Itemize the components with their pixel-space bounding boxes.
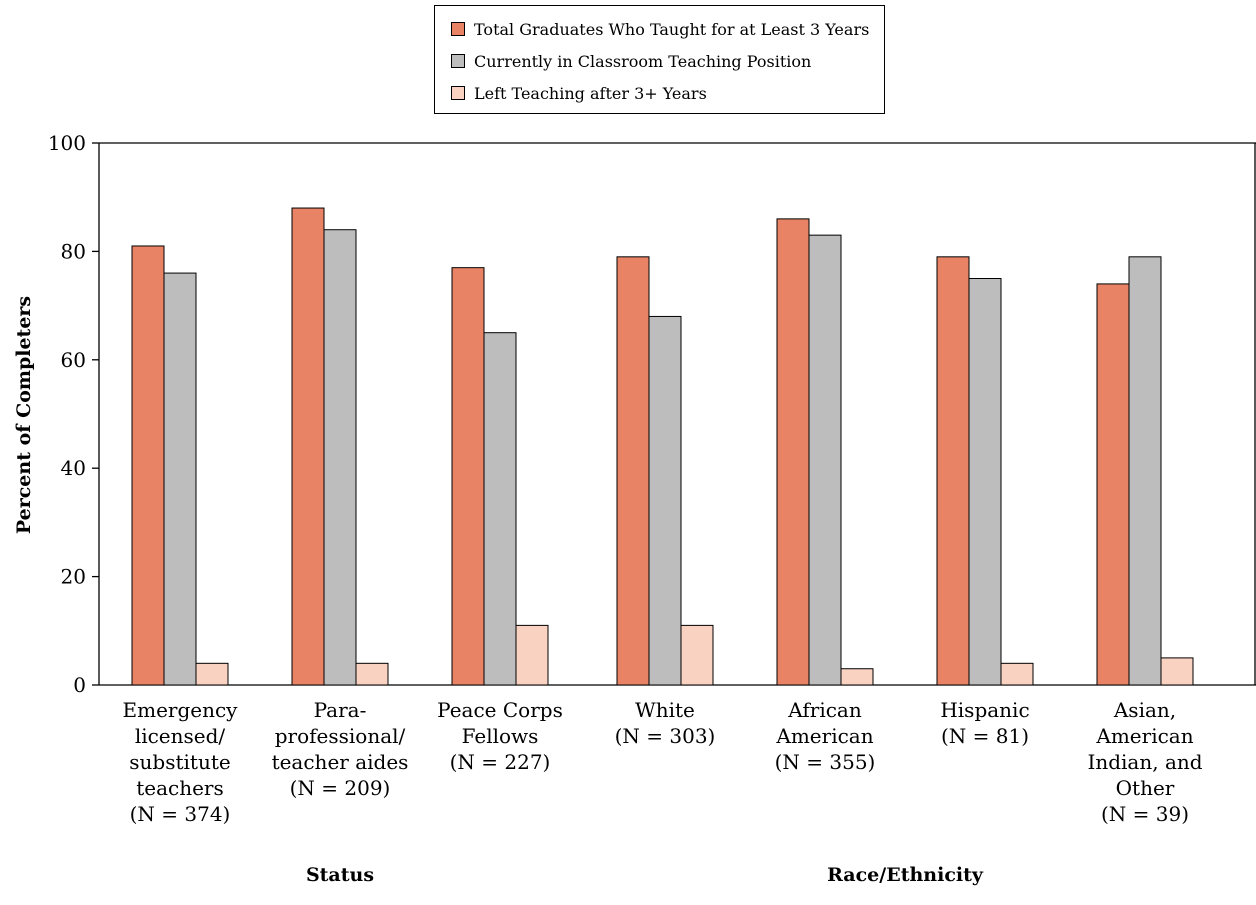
bar xyxy=(483,332,517,686)
category-label: Para- professional/ teacher aides (N = 20… xyxy=(265,697,415,801)
category-name: Peace Corps Fellows xyxy=(437,698,563,748)
bar xyxy=(451,267,485,686)
bar xyxy=(648,315,682,686)
category-name: Hispanic xyxy=(940,698,1030,722)
bar xyxy=(323,229,357,686)
legend-item-total-graduates: Total Graduates Who Taught for at Least … xyxy=(451,18,869,40)
bar xyxy=(936,256,970,686)
category-name: White xyxy=(635,698,695,722)
legend-label: Left Teaching after 3+ Years xyxy=(474,83,707,103)
bar xyxy=(616,256,650,686)
legend-swatch-total-graduates xyxy=(451,22,465,36)
bar xyxy=(776,218,810,686)
category-name: Para- professional/ teacher aides xyxy=(271,698,409,774)
group-title: Race/Ethnicity xyxy=(827,864,983,886)
category-label: African American (N = 355) xyxy=(750,697,900,775)
y-tick-label: 100 xyxy=(48,131,86,155)
category-sample-size: (N = 227) xyxy=(449,750,551,774)
bar xyxy=(515,624,549,686)
bar xyxy=(163,272,197,686)
y-tick-label: 60 xyxy=(61,348,86,372)
category-label: White (N = 303) xyxy=(590,697,740,749)
category-name: African American xyxy=(776,698,874,748)
chart-legend: Total Graduates Who Taught for at Least … xyxy=(434,5,885,114)
legend-item-left-teaching: Left Teaching after 3+ Years xyxy=(451,82,707,104)
legend-item-currently-teaching: Currently in Classroom Teaching Position xyxy=(451,50,811,72)
y-tick-label: 80 xyxy=(61,239,86,263)
y-tick-label: 20 xyxy=(61,565,86,589)
category-sample-size: (N = 81) xyxy=(940,724,1030,748)
bar xyxy=(195,662,229,686)
bar xyxy=(680,624,714,686)
legend-label: Currently in Classroom Teaching Position xyxy=(474,51,812,71)
category-sample-size: (N = 374) xyxy=(129,802,231,826)
category-sample-size: (N = 39) xyxy=(1100,802,1190,826)
category-name: Asian, American Indian, and Other xyxy=(1087,698,1203,800)
category-sample-size: (N = 355) xyxy=(774,750,876,774)
group-title: Status xyxy=(305,864,375,886)
bar xyxy=(291,207,325,686)
bar xyxy=(808,234,842,686)
legend-swatch-currently-teaching xyxy=(451,54,465,68)
bar xyxy=(1000,662,1034,686)
category-name: Emergency licensed/ substitute teachers xyxy=(122,698,238,800)
category-label: Emergency licensed/ substitute teachers(… xyxy=(105,697,255,827)
bar xyxy=(1096,283,1130,686)
bar xyxy=(1160,657,1194,686)
bar xyxy=(131,245,165,686)
category-sample-size: (N = 209) xyxy=(289,776,391,800)
y-tick-label: 40 xyxy=(61,456,86,480)
category-label: Peace Corps Fellows (N = 227) xyxy=(425,697,575,775)
legend-label: Total Graduates Who Taught for at Least … xyxy=(474,19,870,39)
category-label: Hispanic (N = 81) xyxy=(910,697,1060,749)
bar xyxy=(1128,256,1162,686)
bar xyxy=(968,278,1002,686)
y-tick-label: 0 xyxy=(73,673,86,697)
bar xyxy=(840,668,874,686)
category-sample-size: (N = 303) xyxy=(614,724,716,748)
bar xyxy=(355,662,389,686)
category-label: Asian, American Indian, and Other (N = 39… xyxy=(1070,697,1220,827)
legend-swatch-left-teaching xyxy=(451,86,465,100)
